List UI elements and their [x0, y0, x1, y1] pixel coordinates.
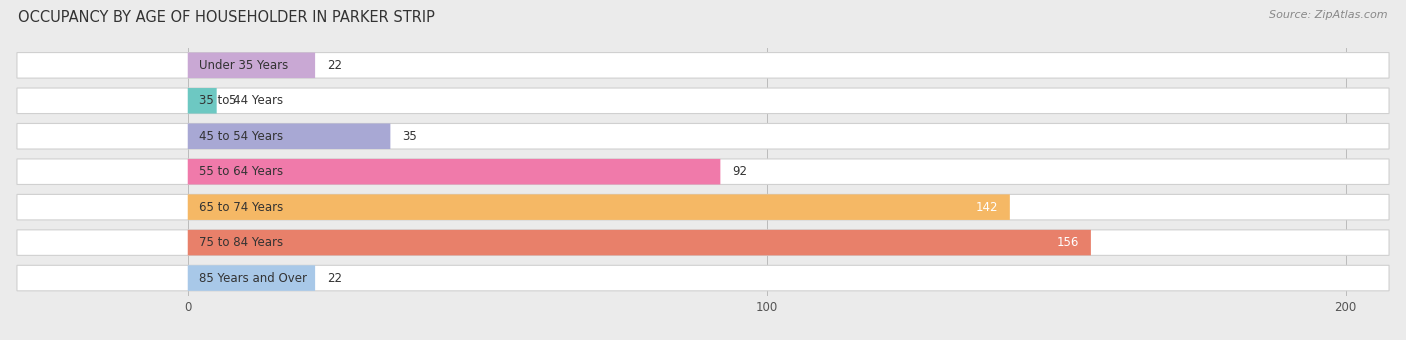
FancyBboxPatch shape [188, 265, 315, 291]
FancyBboxPatch shape [17, 194, 1389, 220]
Text: 156: 156 [1057, 236, 1080, 249]
Text: 45 to 54 Years: 45 to 54 Years [200, 130, 284, 143]
Text: 55 to 64 Years: 55 to 64 Years [200, 165, 284, 178]
Text: OCCUPANCY BY AGE OF HOUSEHOLDER IN PARKER STRIP: OCCUPANCY BY AGE OF HOUSEHOLDER IN PARKE… [18, 10, 434, 25]
Text: Under 35 Years: Under 35 Years [200, 59, 288, 72]
Text: 142: 142 [976, 201, 998, 214]
Text: 75 to 84 Years: 75 to 84 Years [200, 236, 284, 249]
FancyBboxPatch shape [17, 88, 1389, 114]
FancyBboxPatch shape [188, 194, 1010, 220]
Text: 35 to 44 Years: 35 to 44 Years [200, 94, 284, 107]
FancyBboxPatch shape [188, 230, 1091, 255]
FancyBboxPatch shape [17, 53, 1389, 78]
FancyBboxPatch shape [188, 123, 391, 149]
FancyBboxPatch shape [188, 159, 720, 185]
Text: 85 Years and Over: 85 Years and Over [200, 272, 308, 285]
Text: 22: 22 [326, 59, 342, 72]
Text: 5: 5 [228, 94, 236, 107]
Text: 35: 35 [402, 130, 416, 143]
FancyBboxPatch shape [188, 88, 217, 114]
FancyBboxPatch shape [188, 53, 315, 78]
Text: 92: 92 [733, 165, 747, 178]
FancyBboxPatch shape [17, 123, 1389, 149]
FancyBboxPatch shape [17, 265, 1389, 291]
Text: 65 to 74 Years: 65 to 74 Years [200, 201, 284, 214]
FancyBboxPatch shape [17, 159, 1389, 185]
FancyBboxPatch shape [17, 230, 1389, 255]
Text: 22: 22 [326, 272, 342, 285]
Text: Source: ZipAtlas.com: Source: ZipAtlas.com [1270, 10, 1388, 20]
